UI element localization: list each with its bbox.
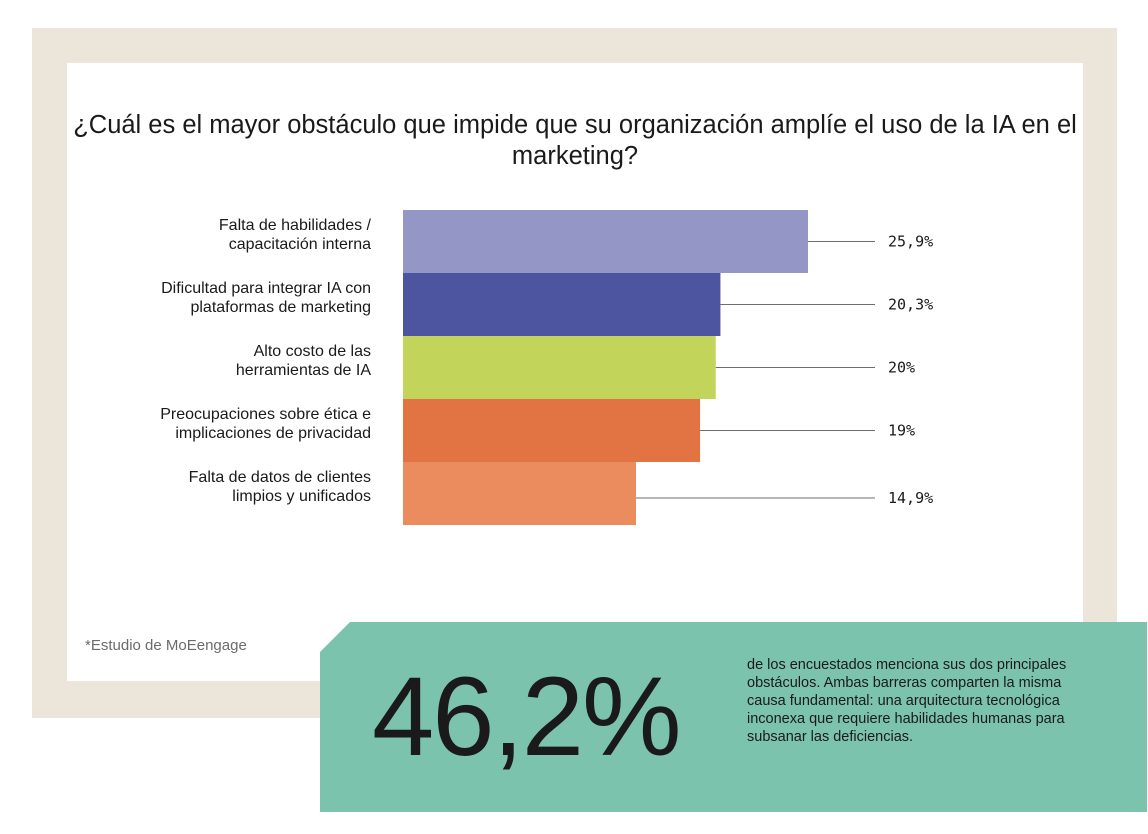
category-label-5: Falta de datos de clientes limpios y unif… <box>189 469 371 505</box>
bar-3 <box>403 336 716 399</box>
callout-big-value: 46,2% <box>372 654 682 779</box>
bar-2 <box>403 273 721 336</box>
category-label-4: Preocupaciones sobre ética e implicacione… <box>160 406 371 442</box>
value-label-4: 19% <box>888 422 915 440</box>
category-label-2: Dificultad para integrar IA con plataform… <box>161 280 371 316</box>
value-label-5: 14,9% <box>888 489 933 507</box>
bar-5 <box>403 462 636 525</box>
value-label-1: 25,9% <box>888 233 933 251</box>
bar-4 <box>403 399 701 462</box>
value-label-3: 20% <box>888 359 915 377</box>
value-label-2: 20,3% <box>888 296 933 314</box>
category-label-3: Alto costo de las herramientas de IA <box>236 343 372 379</box>
callout-text: de los encuestados menciona sus dos prin… <box>747 657 1067 745</box>
callout-panel: 46,2% de los encuestados menciona sus do… <box>320 622 1147 812</box>
chart-title: ¿Cuál es el mayor obstáculo que impide q… <box>73 111 1077 170</box>
bar-1 <box>403 210 808 273</box>
category-label-1: Falta de habilidades / capacitación inter… <box>219 217 372 253</box>
source-note: *Estudio de MoEengage <box>85 637 247 654</box>
